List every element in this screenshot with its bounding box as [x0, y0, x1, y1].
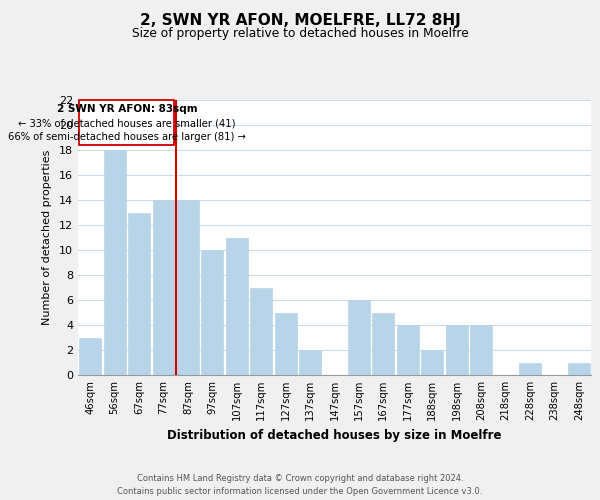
- Text: Contains public sector information licensed under the Open Government Licence v3: Contains public sector information licen…: [118, 487, 482, 496]
- Bar: [128, 212, 150, 375]
- Bar: [373, 312, 394, 375]
- Bar: [519, 362, 541, 375]
- Bar: [226, 238, 248, 375]
- Bar: [299, 350, 321, 375]
- Bar: [568, 362, 590, 375]
- Bar: [104, 150, 125, 375]
- Text: 2, SWN YR AFON, MOELFRE, LL72 8HJ: 2, SWN YR AFON, MOELFRE, LL72 8HJ: [140, 12, 460, 28]
- X-axis label: Distribution of detached houses by size in Moelfre: Distribution of detached houses by size …: [167, 428, 502, 442]
- Text: 2 SWN YR AFON: 83sqm: 2 SWN YR AFON: 83sqm: [56, 104, 197, 115]
- Bar: [250, 288, 272, 375]
- Bar: [446, 325, 467, 375]
- Text: 66% of semi-detached houses are larger (81) →: 66% of semi-detached houses are larger (…: [8, 132, 246, 142]
- Y-axis label: Number of detached properties: Number of detached properties: [42, 150, 52, 325]
- Bar: [275, 312, 296, 375]
- Bar: [470, 325, 492, 375]
- Bar: [202, 250, 223, 375]
- Text: Contains HM Land Registry data © Crown copyright and database right 2024.: Contains HM Land Registry data © Crown c…: [137, 474, 463, 483]
- Bar: [79, 338, 101, 375]
- Bar: [152, 200, 175, 375]
- Bar: [348, 300, 370, 375]
- Bar: [397, 325, 419, 375]
- Text: ← 33% of detached houses are smaller (41): ← 33% of detached houses are smaller (41…: [18, 118, 236, 128]
- Bar: [421, 350, 443, 375]
- FancyBboxPatch shape: [79, 100, 175, 145]
- Bar: [177, 200, 199, 375]
- Text: Size of property relative to detached houses in Moelfre: Size of property relative to detached ho…: [131, 28, 469, 40]
